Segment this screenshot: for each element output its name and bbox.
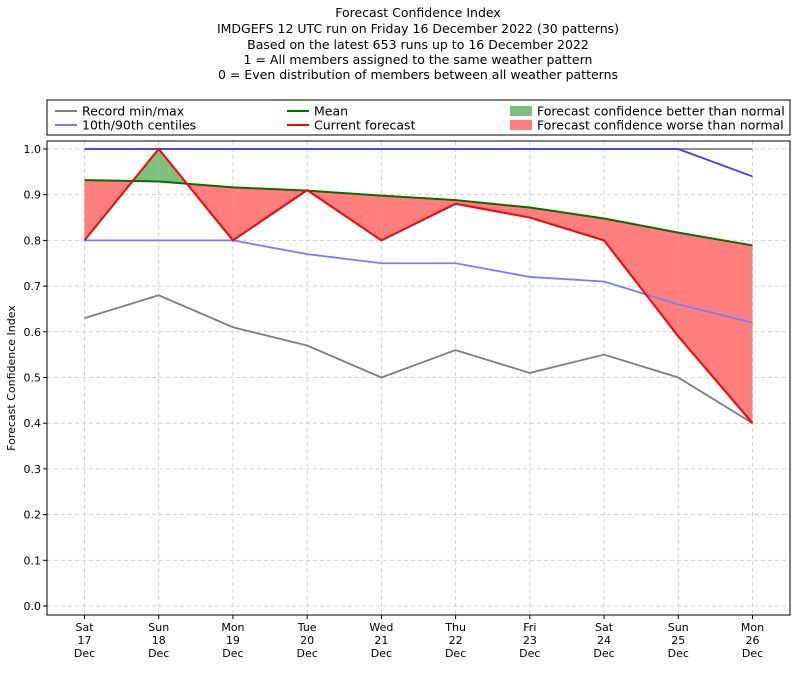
x-tick-label: Sat <box>75 621 94 634</box>
worse-than-normal-fill <box>529 207 605 241</box>
title-line-1: Forecast Confidence Index <box>335 5 501 20</box>
title-line-2: IMDGEFS 12 UTC run on Friday 16 December… <box>217 21 619 36</box>
legend-label: Forecast confidence worse than normal <box>537 118 784 133</box>
y-tick-label: 0.9 <box>24 189 42 202</box>
y-tick-label: 1.0 <box>24 143 42 156</box>
current-forecast-line <box>83 147 754 424</box>
y-tick-label: 0.6 <box>24 326 42 339</box>
x-tick-label: Dec <box>668 647 689 660</box>
legend-label: Current forecast <box>314 118 416 133</box>
x-tick-label: Dec <box>371 647 392 660</box>
worse-than-normal-fill <box>604 218 679 337</box>
mean-line <box>84 179 753 247</box>
legend-label: Mean <box>314 104 348 119</box>
x-tick-label: Thu <box>444 621 466 634</box>
x-tick-label: Dec <box>445 647 466 660</box>
y-tick-label: 0.7 <box>24 280 42 293</box>
series-lines <box>83 147 754 424</box>
x-tick-label: Dec <box>593 647 614 660</box>
10th-centile-line <box>84 239 753 324</box>
x-tick-label: Dec <box>74 647 95 660</box>
y-tick-label: 0.4 <box>24 417 42 430</box>
legend: Record min/max Mean Forecast confidence be… <box>46 99 791 136</box>
x-tick-label: 19 <box>226 634 240 647</box>
legend-label: Record min/max <box>82 104 184 119</box>
x-tick-label: 21 <box>374 634 388 647</box>
x-tick-label: Tue <box>297 621 317 634</box>
x-tick-label: 23 <box>523 634 537 647</box>
record-min-line <box>84 294 753 424</box>
y-tick-label: 0.3 <box>24 463 42 476</box>
title-line-4: 1 = All members assigned to the same wea… <box>244 52 593 67</box>
legend-box <box>46 99 791 136</box>
x-tick-label: Wed <box>369 621 393 634</box>
x-tick-label: 26 <box>746 634 760 647</box>
y-tick-label: 0.1 <box>24 554 42 567</box>
axes: 0.00.10.20.30.40.50.60.70.80.91.0Sat17De… <box>24 140 791 660</box>
x-tick-label: Dec <box>297 647 318 660</box>
x-tick-label: Mon <box>221 621 244 634</box>
x-tick-label: Fri <box>523 621 536 634</box>
worse-than-normal-fill <box>381 195 456 241</box>
x-tick-label: Dec <box>148 647 169 660</box>
y-tick-label: 0.5 <box>24 372 42 385</box>
worse-than-normal-fill <box>678 232 753 424</box>
x-tick-label: Dec <box>742 647 763 660</box>
y-axis-label: Forecast Confidence Index <box>5 305 18 451</box>
x-tick-label: Sat <box>595 621 614 634</box>
legend-patch-swatch <box>510 106 532 116</box>
title-line-3: Based on the latest 653 runs up to 16 De… <box>247 37 589 52</box>
x-tick-label: 18 <box>152 634 166 647</box>
x-tick-label: 22 <box>449 634 463 647</box>
x-tick-label: Sun <box>668 621 689 634</box>
x-tick-label: 24 <box>597 634 611 647</box>
x-tick-label: 20 <box>300 634 314 647</box>
x-tick-label: 17 <box>78 634 92 647</box>
y-tick-label: 0.8 <box>24 234 42 247</box>
legend-label: Forecast confidence better than normal <box>537 104 785 119</box>
y-tick-label: 0.0 <box>24 600 42 613</box>
90th-centile-line <box>84 148 753 178</box>
x-tick-label: Dec <box>222 647 243 660</box>
x-tick-label: Sun <box>148 621 169 634</box>
chart-title: Forecast Confidence Index IMDGEFS 12 UTC… <box>217 5 619 82</box>
y-tick-label: 0.2 <box>24 509 42 522</box>
legend-patch-swatch <box>510 120 532 130</box>
legend-label: 10th/90th centiles <box>82 118 196 133</box>
x-tick-label: Mon <box>741 621 764 634</box>
title-line-5: 0 = Even distribution of members between… <box>218 67 618 82</box>
x-tick-label: Dec <box>519 647 540 660</box>
x-tick-label: 25 <box>671 634 685 647</box>
